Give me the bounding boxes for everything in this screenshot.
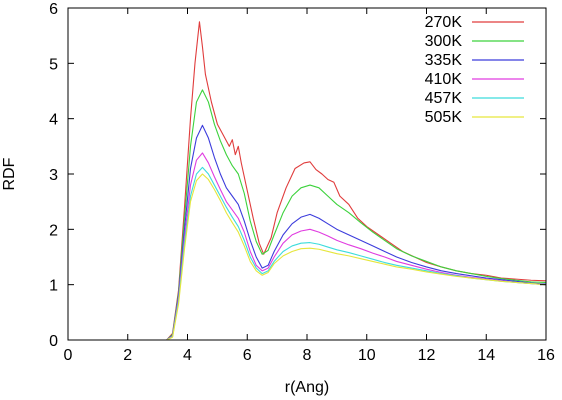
- series-line-410K: [68, 152, 547, 341]
- series-line-505K: [68, 173, 547, 341]
- series-line-270K: [68, 21, 547, 341]
- y-tick-label: 0: [49, 333, 58, 350]
- legend-label-457K: 457K: [425, 90, 463, 107]
- plot-area: [68, 21, 547, 341]
- y-tick-label: 5: [49, 56, 58, 73]
- legend-label-410K: 410K: [425, 71, 463, 88]
- y-tick-label: 2: [49, 222, 58, 239]
- series-line-335K: [68, 124, 547, 341]
- y-tick-label: 4: [49, 112, 58, 129]
- y-tick-label: 1: [49, 278, 58, 295]
- y-tick-label: 6: [49, 1, 58, 18]
- legend-label-270K: 270K: [425, 14, 463, 31]
- series-line-300K: [68, 89, 547, 341]
- x-axis-label: r(Ang): [285, 379, 329, 396]
- legend-label-335K: 335K: [425, 52, 463, 69]
- y-axis-label: RDF: [1, 157, 18, 190]
- x-tick-label: 0: [64, 347, 73, 364]
- y-tick-label: 3: [49, 167, 58, 184]
- legend-label-505K: 505K: [425, 109, 463, 126]
- x-tick-label: 8: [303, 347, 312, 364]
- x-tick-label: 16: [537, 347, 555, 364]
- x-tick-label: 14: [477, 347, 495, 364]
- x-tick-label: 4: [183, 347, 192, 364]
- x-tick-label: 12: [418, 347, 436, 364]
- series-line-457K: [68, 166, 547, 341]
- legend: 270K 300K 335K 410K 457K 505K: [425, 14, 524, 126]
- x-tick-label: 6: [243, 347, 252, 364]
- legend-label-300K: 300K: [425, 33, 463, 50]
- x-tick-label: 2: [123, 347, 132, 364]
- plot-frame: [67, 7, 547, 341]
- x-tick-label: 10: [358, 347, 376, 364]
